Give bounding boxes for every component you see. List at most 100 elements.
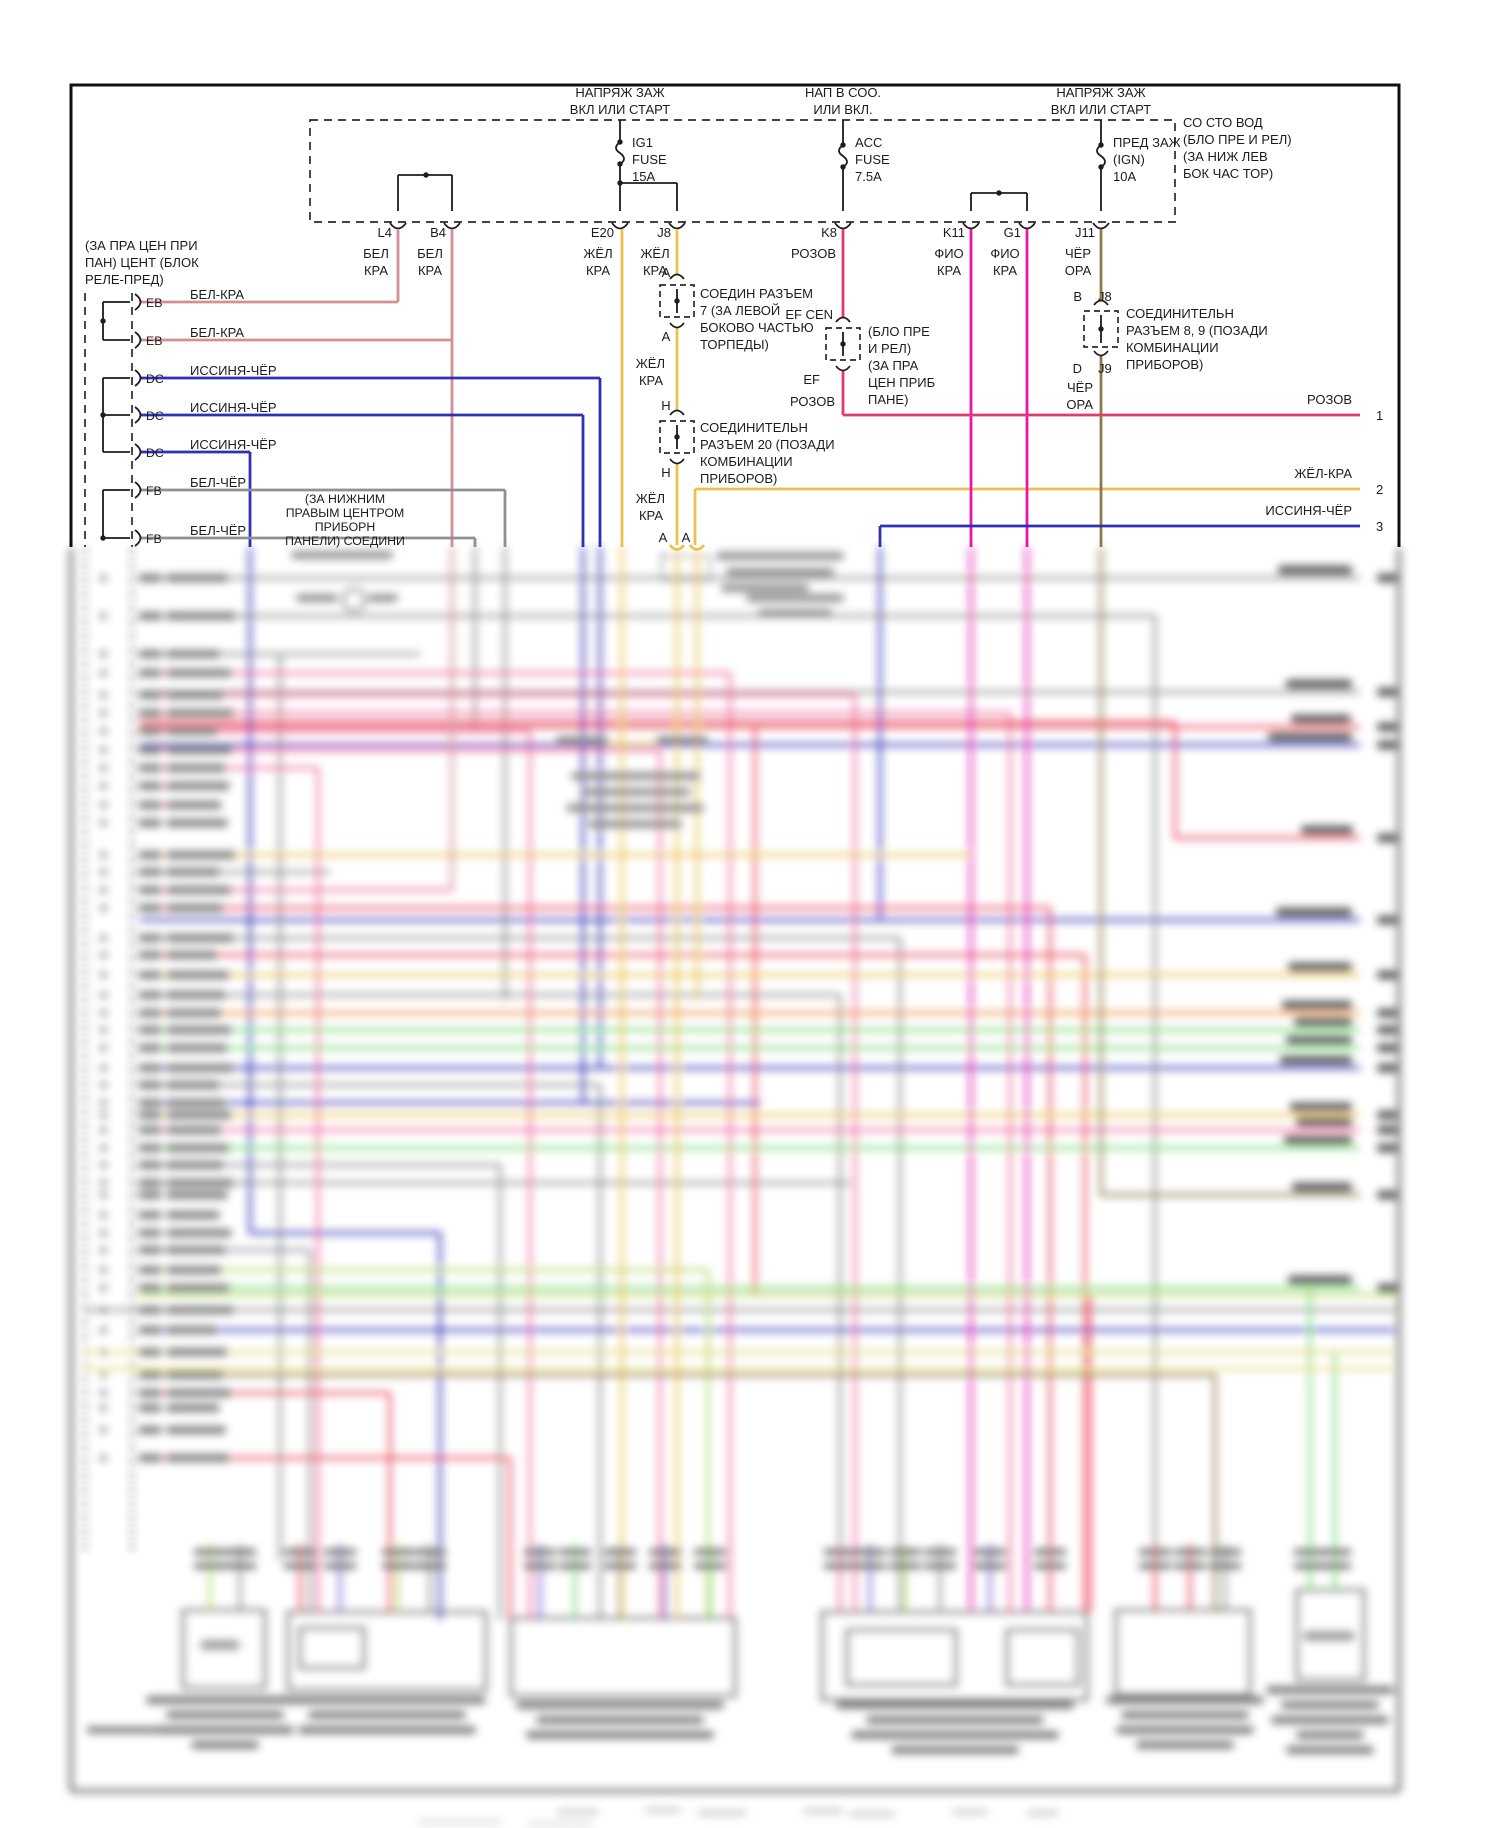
blurred-wires-violet bbox=[338, 1544, 992, 1620]
left-block-note-1: (ЗА ПРА ЦЕН ПРИ bbox=[85, 238, 198, 253]
sharp-upper-section: НАПРЯЖ ЗАЖ ВКЛ ИЛИ СТАРТ НАП В СОО. ИЛИ … bbox=[69, 83, 1401, 551]
pin-j8: J8 bbox=[657, 225, 671, 240]
header-acc-2: ИЛИ ВКЛ. bbox=[813, 102, 872, 117]
lpin-code-4: DC bbox=[146, 409, 164, 423]
j89-line-1: СОЕДИНИТЕЛЬН bbox=[1126, 306, 1234, 321]
terminal-3-label: ИССИНЯ-ЧЁР bbox=[1265, 503, 1352, 518]
wire-aa-arcs bbox=[668, 544, 706, 551]
lpin-color-4: ИССИНЯ-ЧЁР bbox=[190, 400, 277, 415]
a7-line-3: БОКОВО ЧАСТЬЮ bbox=[700, 320, 814, 335]
lpin-code-1: EB bbox=[146, 296, 162, 310]
wirecolor-g1-2: КРА bbox=[993, 263, 1017, 278]
wirecolor-k11-2: КРА bbox=[937, 263, 961, 278]
ef-line-4: ЦЕН ПРИБ bbox=[868, 375, 935, 390]
wirecolor-j8-1: ЖЁЛ bbox=[640, 246, 669, 261]
fuse-ign-rating: 10A bbox=[1113, 169, 1136, 184]
connector-j8-j9 bbox=[1083, 299, 1119, 357]
power-distribution-box bbox=[309, 119, 1176, 230]
panel-note-2: ПРАВЫМ ЦЕНТРОМ bbox=[286, 506, 405, 520]
wirecolor-l4-1: БЕЛ bbox=[363, 246, 389, 261]
blurred-wires-red bbox=[140, 720, 1360, 1620]
wirecolor-b4-1: БЕЛ bbox=[417, 246, 443, 261]
box-note-2: (БЛО ПРЕ И РЕЛ) bbox=[1183, 132, 1292, 147]
j89-j9: J9 bbox=[1098, 361, 1112, 376]
header-acc-1: НАП В СОО. bbox=[805, 85, 881, 100]
h20-line-1: СОЕДИНИТЕЛЬН bbox=[700, 420, 808, 435]
panel-note-4: ПАНЕЛИ) СОЕДИНИ bbox=[285, 534, 405, 548]
blurred-wires-olive bbox=[140, 547, 1360, 1612]
blurred-wires-green bbox=[140, 1028, 1395, 1620]
lpin-code-6: FB bbox=[146, 484, 162, 498]
fuse-acc-type: FUSE bbox=[855, 152, 890, 167]
wire-white-black bbox=[140, 488, 507, 547]
lpin-color-2: БЕЛ-КРА bbox=[190, 325, 244, 340]
connector-bumps bbox=[389, 222, 1110, 230]
h20-pin-top: Н bbox=[661, 398, 670, 413]
component-captions bbox=[146, 1686, 1394, 1754]
blurred-left-connector-dashed bbox=[84, 548, 133, 1555]
aa-pin-right: А bbox=[682, 530, 691, 545]
ef-line-1: (БЛО ПРЕ bbox=[868, 324, 930, 339]
blurred-yellow-band-edges bbox=[85, 1350, 1395, 1371]
pin-e20: E20 bbox=[591, 225, 614, 240]
fuse-ign-name: ПРЕД ЗАЖ bbox=[1113, 135, 1181, 150]
seam-smudge bbox=[60, 549, 115, 557]
lpin-color-1: БЕЛ-КРА bbox=[190, 287, 244, 302]
left-block-note-2: ПАН) ЦЕНТ (БЛОК bbox=[85, 255, 199, 270]
wirecolor-e20-1: ЖЁЛ bbox=[583, 246, 612, 261]
blurred-terminal-labels bbox=[1267, 565, 1354, 1285]
ef-color: РОЗОВ bbox=[790, 394, 835, 409]
terminal-2-num: 2 bbox=[1376, 482, 1383, 497]
junction-l4-b4 bbox=[393, 172, 457, 219]
terminal-1-num: 1 bbox=[1376, 408, 1383, 423]
a7-line-4: ТОРПЕДЫ) bbox=[700, 337, 769, 352]
wire-white-red bbox=[140, 229, 454, 547]
fuse-ign bbox=[1096, 120, 1106, 219]
pin-k8: K8 bbox=[821, 225, 837, 240]
j89-j8: J8 bbox=[1098, 289, 1112, 304]
j89-line-4: ПРИБОРОВ) bbox=[1126, 357, 1203, 372]
aa-pin-left: А bbox=[659, 530, 668, 545]
ef-line-5: ПАНЕ) bbox=[868, 392, 908, 407]
pin-k11: K11 bbox=[943, 225, 965, 240]
wirecolor-b4-2: КРА bbox=[418, 263, 442, 278]
j89-line-3: КОМБИНАЦИИ bbox=[1126, 340, 1219, 355]
a7-pin-top: А bbox=[662, 265, 671, 280]
terminal-1-label: РОЗОВ bbox=[1307, 392, 1352, 407]
component-boxes bbox=[181, 1588, 1366, 1702]
panel-note-3: ПРИБОРН bbox=[315, 520, 375, 534]
junction-k11-g1 bbox=[966, 190, 1032, 219]
wire-yellow-red bbox=[620, 229, 1360, 547]
blurred-terminal-numbers bbox=[1376, 573, 1398, 1293]
blurred-wires-yellowgreen bbox=[140, 1268, 1395, 1620]
lpin-code-3: DC bbox=[146, 372, 164, 386]
below-frame-smudges bbox=[557, 1807, 1059, 1817]
connector-h20 bbox=[659, 409, 695, 465]
wire-blue-black-out bbox=[878, 524, 1360, 547]
right-terminals: РОЗОВ 1 ЖЁЛ-КРА 2 ИССИНЯ-ЧЁР 3 bbox=[1265, 392, 1383, 534]
connector-a7 bbox=[659, 273, 695, 329]
blurred-pin-codes bbox=[138, 574, 162, 1462]
pin-g1: G1 bbox=[1004, 225, 1021, 240]
blurred-wires-magenta bbox=[969, 547, 1029, 1612]
wire-violet-red bbox=[969, 229, 1029, 547]
lpin-color-3: ИССИНЯ-ЧЁР bbox=[190, 363, 277, 378]
blurred-pin-labels bbox=[166, 574, 236, 1462]
fuse-ig1-name: IG1 bbox=[632, 135, 653, 150]
wirecolor-j11-2: ОРА bbox=[1065, 263, 1092, 278]
lpin-color-6: БЕЛ-ЧЁР bbox=[190, 475, 246, 490]
j9-color-2: ОРА bbox=[1066, 397, 1093, 412]
page-frame bbox=[69, 83, 1401, 547]
pin-l4: L4 bbox=[378, 225, 392, 240]
header-ign-right-1: НАПРЯЖ ЗАЖ bbox=[1056, 85, 1145, 100]
blurred-annotations bbox=[291, 551, 844, 828]
blurred-wires-yellow bbox=[140, 547, 1360, 1620]
box-note-4: БОК ЧАС ТОР) bbox=[1183, 166, 1273, 181]
lpin-code-2: EB bbox=[146, 334, 162, 348]
box-note-3: (ЗА НИЖ ЛЕВ bbox=[1183, 149, 1268, 164]
ef-cen-label: EF CEN bbox=[785, 307, 833, 322]
j89-line-2: РАЗЪЕМ 8, 9 (ПОЗАДИ bbox=[1126, 323, 1268, 338]
left-relay-block bbox=[84, 293, 142, 547]
blurred-box-pin-labels bbox=[193, 1548, 1352, 1570]
